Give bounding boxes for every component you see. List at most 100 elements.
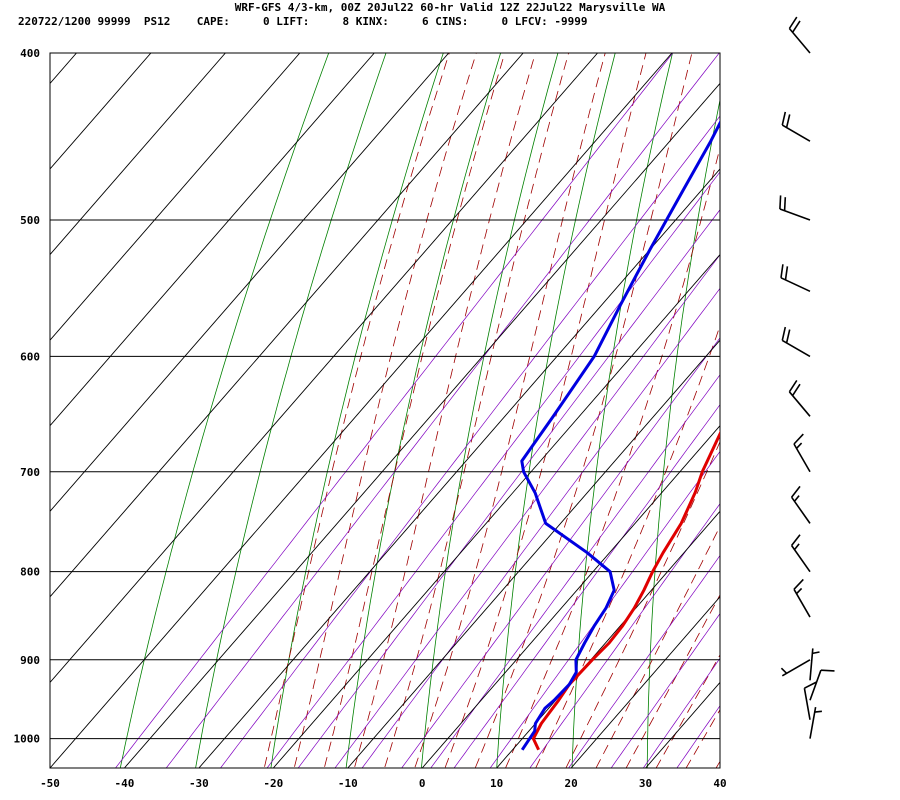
- isotherm-line: [645, 681, 720, 768]
- dry-adiabat: [345, 53, 502, 768]
- background-lines: [50, 15, 900, 783]
- wind-barb-staff: [779, 208, 811, 221]
- wind-barb-staff: [809, 706, 817, 739]
- isotherm-line: [496, 510, 720, 768]
- dry-adiabat: [794, 15, 851, 783]
- moist-adiabat: [535, 324, 720, 768]
- wind-barb-flag: [780, 264, 784, 278]
- wind-barb: [809, 669, 835, 701]
- moist-adiabat: [655, 654, 720, 768]
- wind-barb-flag: [788, 16, 798, 29]
- mixing-ratio-line: [297, 209, 720, 768]
- dry-adiabat: [646, 98, 720, 768]
- wind-barb: [793, 433, 811, 473]
- mixing-ratio-line: [529, 503, 720, 768]
- isotherm-line: [272, 253, 720, 768]
- isotherm-line: [421, 425, 720, 768]
- isotherm-line: [50, 53, 375, 427]
- y-tick-label: 600: [20, 350, 40, 363]
- wind-barb-staff: [809, 648, 814, 681]
- isotherm-line: [198, 168, 720, 768]
- moist-adiabat: [414, 53, 606, 768]
- moist-adiabat: [565, 440, 720, 768]
- wind-barb: [779, 195, 811, 221]
- wind-barb-staff: [781, 124, 811, 142]
- x-tick-label: 30: [639, 777, 652, 790]
- wind-barb-flag: [785, 329, 791, 344]
- y-tick-label: 900: [20, 654, 40, 667]
- wind-barbs: [779, 16, 835, 739]
- mixing-ratio-line: [334, 254, 720, 768]
- moist-adiabat: [595, 525, 720, 768]
- x-tick-label: -30: [189, 777, 209, 790]
- mixing-ratio-line: [489, 450, 720, 768]
- moist-adiabat: [353, 53, 536, 768]
- isotherm-line: [719, 767, 720, 768]
- wind-barb: [781, 111, 811, 142]
- x-tick-label: -20: [263, 777, 283, 790]
- x-tick-label: -50: [40, 777, 60, 790]
- mixing-ratio-line: [361, 287, 720, 768]
- chart-title: WRF-GFS 4/3-km, 00Z 20Jul22 60-hr Valid …: [235, 1, 666, 14]
- dry-adiabat: [864, 15, 900, 783]
- x-tick-label: 20: [564, 777, 577, 790]
- wind-barb-staff: [788, 27, 811, 54]
- mixing-ratio-line: [401, 337, 720, 768]
- dry-adiabat: [496, 53, 616, 768]
- mixing-ratio-line: [430, 374, 720, 768]
- wind-barb-staff: [780, 277, 811, 293]
- wind-barb-half-flag: [793, 495, 800, 502]
- moist-adiabat: [715, 760, 720, 768]
- wind-barb-half-flag: [780, 667, 788, 674]
- wind-barb-staff: [809, 669, 822, 701]
- dry-adiabat: [571, 53, 673, 768]
- wind-barb: [809, 706, 822, 739]
- wind-barb-half-flag: [814, 710, 822, 713]
- wind-barb-flag: [804, 681, 817, 689]
- y-tick-labels: 400 500 600 700 800 900 1000: [14, 47, 41, 746]
- wind-barb: [809, 648, 820, 681]
- wind-barb: [793, 578, 811, 618]
- dry-adiabat: [270, 53, 444, 768]
- wind-barb-flag: [790, 485, 801, 498]
- isotherm-line: [50, 53, 673, 768]
- wind-barb-staff: [790, 496, 811, 524]
- wind-barb-flag: [781, 111, 787, 126]
- isotherm-line: [50, 53, 524, 598]
- wind-barb-flag: [783, 197, 787, 211]
- wind-barb-flag: [785, 114, 791, 128]
- wind-barb: [803, 681, 817, 720]
- mixing-ratio-line: [115, 53, 674, 768]
- mixing-ratio-line: [642, 657, 720, 768]
- wind-barb: [781, 326, 811, 358]
- isotherm-line: [50, 53, 598, 684]
- wind-barb-staff: [803, 688, 811, 720]
- dry-adiabat: [722, 15, 795, 783]
- x-tick-label: 40: [713, 777, 726, 790]
- mixing-ratio-line: [165, 53, 720, 768]
- x-tick-label: 10: [490, 777, 503, 790]
- isotherm-line: [50, 53, 226, 256]
- isotherm-line: [570, 596, 720, 768]
- wind-barb-flag: [791, 383, 801, 397]
- dry-adiabat: [119, 53, 330, 768]
- wind-barb-flag: [788, 379, 798, 393]
- x-tick-label: 0: [419, 777, 426, 790]
- moist-adiabat: [384, 53, 570, 768]
- wind-barb-half-flag: [795, 587, 803, 595]
- y-tick-label: 700: [20, 466, 40, 479]
- moist-adiabat: [293, 53, 477, 768]
- wind-barb: [790, 485, 811, 524]
- wind-barb-flag: [781, 326, 787, 341]
- wind-barb-staff: [790, 545, 811, 573]
- mixing-ratio-line: [266, 171, 720, 768]
- y-tick-label: 500: [20, 214, 40, 227]
- isotherm-line: [347, 339, 720, 768]
- isotherm-line: [50, 53, 450, 512]
- plot-frame: [49, 52, 721, 769]
- wind-barb: [790, 534, 811, 573]
- wind-barb: [780, 264, 811, 293]
- mixing-ratio-line: [568, 554, 720, 768]
